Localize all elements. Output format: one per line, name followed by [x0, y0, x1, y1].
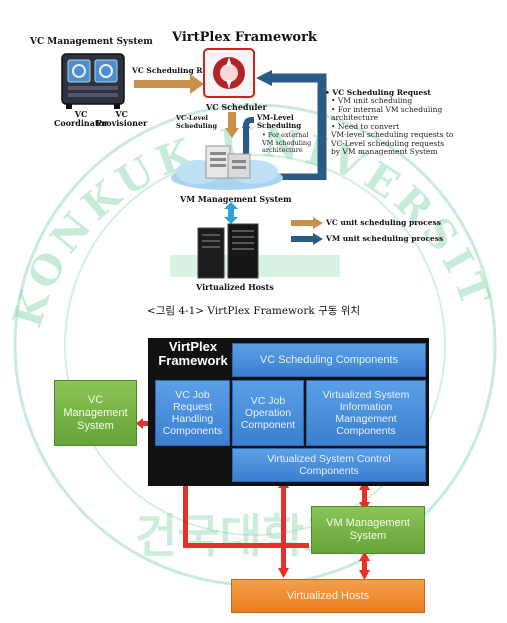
- virtualized-system-information-box: Virtualized System Information Managemen…: [306, 380, 426, 446]
- vc-scheduling-request-arrow-label: VC Scheduling Request: [132, 66, 231, 75]
- right-note: • VC Scheduling Request • VM unit schedu…: [325, 88, 503, 157]
- virtualized-hosts-server-icon: [197, 223, 259, 279]
- virtualized-hosts-box: Virtualized Hosts: [231, 579, 425, 613]
- legend-tan-arrow-icon: [291, 217, 323, 229]
- vc-provisioner-label: VC Provisioner: [96, 109, 148, 128]
- virtplex-framework-title: VirtPlex Framework: [172, 30, 317, 45]
- vc-job-request-handling-box: VC Job Request Handling Components: [155, 380, 230, 446]
- vc-level-down-arrow: [225, 112, 239, 138]
- vc-management-system-box: VC Management System: [54, 380, 137, 446]
- vm-management-system-box: VM Management System: [311, 506, 425, 554]
- vc-scheduling-components-box: VC Scheduling Components: [232, 343, 426, 377]
- vc-management-system-label: VC Management System: [30, 37, 153, 47]
- right-note-title: • VC Scheduling Request: [325, 88, 431, 97]
- vc-scheduler-icon: [203, 48, 255, 98]
- vc-level-scheduling-label: VC-Level Scheduling: [176, 114, 217, 130]
- legend-vc-unit-label: VC unit scheduling process: [326, 218, 441, 227]
- framework-title: VirtPlex Framework: [158, 339, 228, 368]
- right-note-item: • Need to convert VM-level scheduling re…: [331, 121, 454, 156]
- vm-hosts-double-arrow: [224, 202, 238, 224]
- server-machine-icon: [61, 53, 125, 109]
- legend-vm-unit-label: VM unit scheduling process: [326, 234, 444, 243]
- vc-job-operation-box: VC Job Operation Component: [232, 380, 304, 446]
- right-note-item: • For internal VM scheduling architectur…: [331, 104, 443, 122]
- vm-level-scheduling-label: VM-Level Scheduling: [257, 113, 302, 130]
- vm-level-up-arrow: [242, 117, 254, 154]
- vc-scheduling-request-return-arrow: [256, 70, 327, 180]
- vc-scheduler-label: VC Scheduler: [206, 102, 267, 112]
- vm-management-cloud-icon: [171, 145, 283, 190]
- vm-management-system-label: VM Management System: [180, 194, 292, 204]
- figure-caption: <그림 4-1> VirtPlex Framework 구동 위치: [146, 305, 361, 317]
- vm-level-note: • For external VM scheduling architectur…: [262, 131, 312, 154]
- virtualized-hosts-label: Virtualized Hosts: [196, 282, 274, 292]
- virtualized-system-control-box: Virtualized System Control Components: [232, 448, 426, 482]
- legend-blue-arrow-icon: [291, 233, 323, 245]
- vc-scheduling-request-arrow: [134, 74, 204, 94]
- vc-coordinator-label: VC Coordinator: [54, 109, 109, 128]
- right-note-item: • VM unit scheduling: [331, 96, 413, 105]
